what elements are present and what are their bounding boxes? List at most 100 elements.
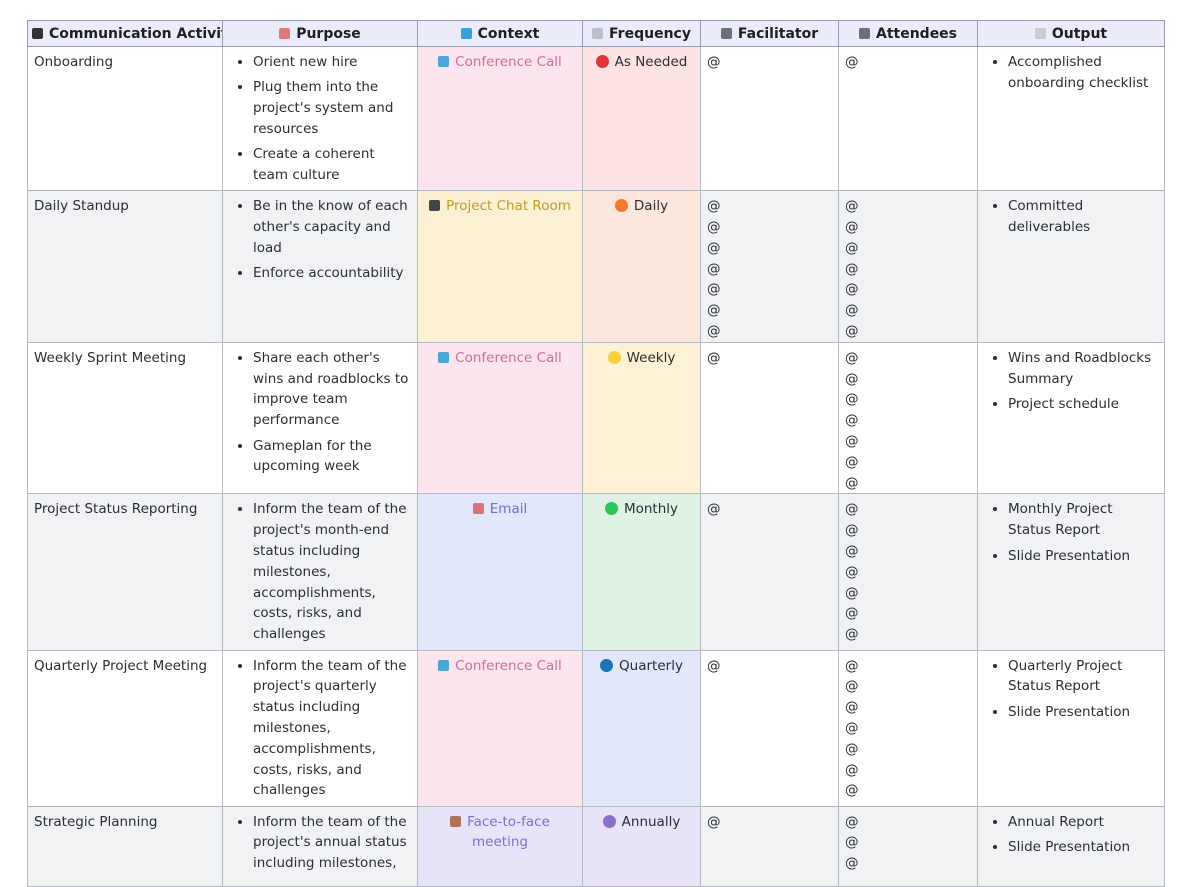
context-icon: [438, 351, 450, 363]
context-icon: [429, 200, 441, 212]
column-header: Purpose: [222, 20, 418, 47]
purpose-cell: Be in the know of each other's capacity …: [222, 190, 418, 343]
context-cell: Conference Call: [417, 649, 583, 807]
facilitator-mention: @: [707, 349, 721, 366]
output-item: Slide Presentation: [1008, 546, 1158, 567]
facilitator-mention: @: [707, 239, 721, 256]
facilitator-mention: @: [707, 501, 721, 518]
header-label: Facilitator: [737, 25, 819, 42]
context-icon: [438, 659, 450, 671]
output-item: Wins and Roadblocks Summary: [1008, 348, 1158, 390]
attendees-cell: @ @ @ @ @ @ @: [838, 341, 978, 495]
header-label: Attendees: [875, 25, 958, 42]
facilitator-mention: @: [707, 260, 721, 277]
attendee-mention: @: [845, 239, 859, 256]
facilitator-cell: @ @ @ @ @ @ @: [700, 190, 839, 343]
attendee-mention: @: [845, 323, 859, 340]
page: Communication Activity Purpose Context Freq…: [0, 0, 1200, 857]
purpose-item: Enforce accountability: [253, 263, 411, 284]
column-header: Context: [417, 20, 583, 47]
frequency-label: Daily: [633, 198, 669, 215]
purpose-item: Inform the team of the project's month-e…: [253, 499, 411, 645]
attendee-mention: @: [845, 474, 859, 491]
context-cell: Conference Call: [417, 341, 583, 495]
facilitator-cell: @: [700, 45, 839, 192]
frequency-label: Annually: [621, 813, 681, 830]
header-label: Purpose: [296, 25, 361, 42]
output-cell: Wins and Roadblocks Summary Project sched…: [977, 341, 1165, 495]
purpose-list: Be in the know of each other's capacity …: [229, 196, 411, 284]
activity-cell: Strategic Planning: [27, 805, 223, 887]
attendee-mention: @: [845, 370, 859, 387]
attendee-mention: @: [845, 501, 859, 518]
frequency-label: As Needed: [614, 54, 688, 70]
output-item: Monthly Project Status Report: [1008, 499, 1158, 541]
attendee-mention: @: [845, 349, 859, 366]
attendee-mention: @: [845, 522, 859, 539]
context-cell: Project Chat Room: [417, 190, 583, 343]
frequency-label: Monthly: [623, 501, 679, 518]
output-list: Quarterly Project Status Report Slide Pre…: [984, 656, 1158, 723]
frequency-cell: Daily: [582, 190, 701, 343]
attendee-mention: @: [845, 563, 859, 580]
header-label: Frequency: [609, 25, 691, 42]
purpose-item: Create a coherent team culture: [253, 144, 411, 186]
header-label: Communication Activity: [49, 25, 223, 42]
activity-cell: Project Status Reporting: [27, 493, 223, 651]
attendee-mention: @: [845, 54, 859, 70]
activity-cell: Onboarding: [27, 45, 223, 192]
column-header: Facilitator: [700, 20, 839, 47]
output-cell: Annual Report Slide Presentation: [977, 805, 1165, 887]
frequency-cell: Weekly: [582, 341, 701, 495]
purpose-list: Share each other's wins and roadblocks t…: [229, 348, 411, 477]
header-icon: [592, 27, 604, 39]
facilitator-cell: @: [700, 493, 839, 651]
table-row: Weekly Sprint Meeting Share each other's …: [27, 341, 1165, 495]
column-header: Attendees: [838, 20, 978, 47]
header-row: Communication Activity Purpose Context Freq…: [27, 20, 1165, 47]
column-header: Frequency: [582, 20, 701, 47]
purpose-cell: Share each other's wins and roadblocks t…: [222, 341, 418, 495]
output-item: Project schedule: [1008, 394, 1158, 415]
header-icon: [460, 27, 472, 39]
output-cell: Monthly Project Status Report Slide Prese…: [977, 493, 1165, 651]
attendee-mention: @: [845, 584, 859, 601]
header-icon: [32, 27, 43, 39]
attendee-mention: @: [845, 855, 859, 872]
attendees-cell: @ @ @ @ @ @ @: [838, 649, 978, 807]
purpose-list: Orient new hire Plug them into the projec…: [229, 52, 411, 186]
purpose-item: Inform the team of the project's quarter…: [253, 656, 411, 802]
communication-table: Communication Activity Purpose Context Freq…: [27, 20, 1165, 887]
table-row: Quarterly Project MeetingInform the team…: [27, 649, 1165, 807]
attendee-mention: @: [845, 782, 859, 799]
frequency-label: Weekly: [626, 349, 676, 366]
attendees-cell: @ @ @ @ @ @ @: [838, 190, 978, 343]
output-item: Annual Report: [1008, 812, 1158, 833]
attendees-cell: @ @ @ @ @ @ @: [838, 493, 978, 651]
context-cell: Email: [417, 493, 583, 651]
context-icon: [438, 56, 450, 67]
context-label: Face-to-face meeting: [467, 813, 550, 851]
purpose-item: Plug them into the project's system and …: [253, 77, 411, 139]
frequency-cell: Quarterly: [582, 649, 701, 807]
attendee-mention: @: [845, 433, 859, 450]
frequency-dot: [600, 658, 614, 672]
attendee-mention: @: [845, 719, 859, 736]
context-label: Conference Call: [455, 349, 562, 366]
table-row: Strategic Planning Inform the team of the…: [27, 805, 1165, 887]
facilitator-cell: @: [700, 341, 839, 495]
output-list: Accomplished onboarding checklist: [984, 52, 1158, 94]
frequency-dot: [602, 814, 616, 828]
header-icon: [858, 27, 870, 39]
context-icon: [472, 503, 484, 515]
output-list: Annual Report Slide Presentation: [984, 812, 1158, 858]
attendee-mention: @: [845, 198, 859, 215]
attendee-mention: @: [845, 761, 859, 778]
attendee-mention: @: [845, 543, 859, 560]
attendee-mention: @: [845, 699, 859, 716]
purpose-item: Be in the know of each other's capacity …: [253, 196, 411, 258]
table-container: Communication Activity Purpose Context Freq…: [27, 20, 1165, 887]
header-icon: [1034, 27, 1046, 39]
context-label: Email: [489, 501, 528, 518]
output-cell: Accomplished onboarding checklist: [977, 45, 1165, 192]
